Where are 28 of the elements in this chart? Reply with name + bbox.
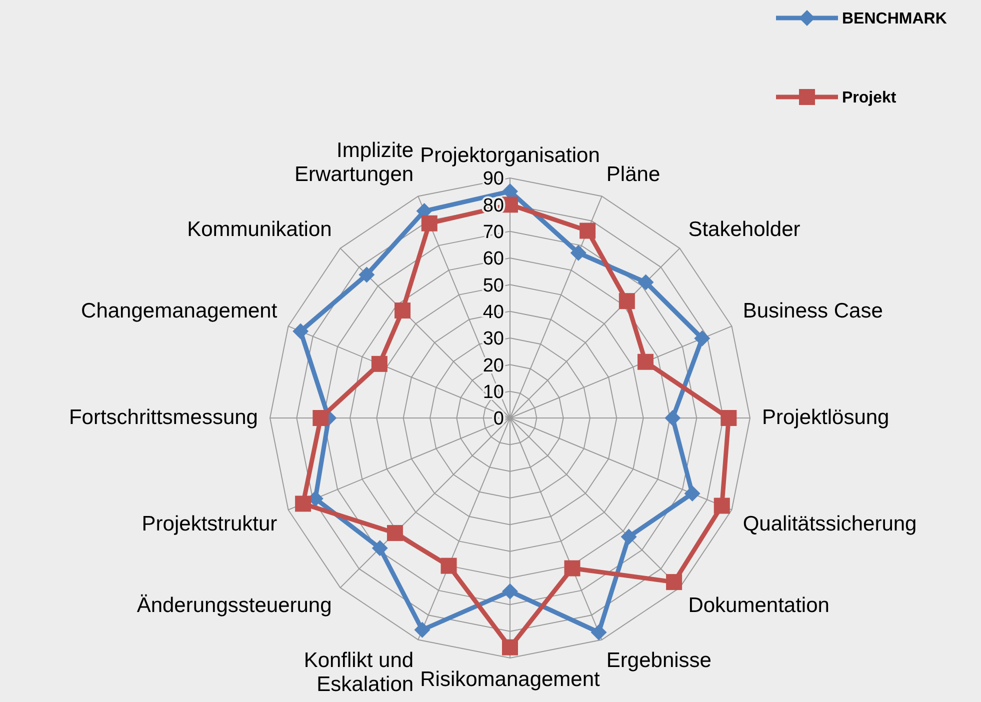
y-tick-label: 0 [493,408,504,430]
y-tick-label: 50 [482,275,504,296]
y-tick-label: 80 [482,195,504,216]
spoke-label: Konflikt und Eskalation [304,648,414,696]
spoke-label: Risikomanagement [420,668,600,691]
y-tick-label: 30 [482,328,504,350]
y-tick-label: 70 [482,222,504,243]
spoke-label: Business Case [742,300,883,323]
spoke-label: Fortschrittsmessung [68,406,258,429]
spoke-label: Stakeholder [688,218,800,241]
y-tick-label: 60 [482,248,504,270]
y-tick-label: 40 [482,302,504,323]
legend-label: BENCHMARK [842,10,948,28]
legend-label: Projekt [842,90,897,107]
spoke-label: Implizite Erwartungen [294,139,414,186]
spoke-label: Änderungssteuerung [136,594,332,618]
spoke-label: Dokumentation [688,594,830,618]
spoke-label: Kommunikation [187,218,332,241]
spoke-label: Changemanagement [81,300,278,323]
spoke-label: Pläne [606,163,660,186]
spoke-label: Projektstruktur [142,512,278,536]
spoke-label: Projektlösung [762,406,890,429]
spoke-label: Projektorganisation [420,144,600,167]
y-tick-label: 90 [482,168,504,190]
y-tick-label: 10 [482,382,504,403]
spoke-label: Qualitätssicherung [742,512,917,536]
spoke-label: Ergebnisse [606,648,712,672]
y-tick-label: 20 [482,355,504,376]
